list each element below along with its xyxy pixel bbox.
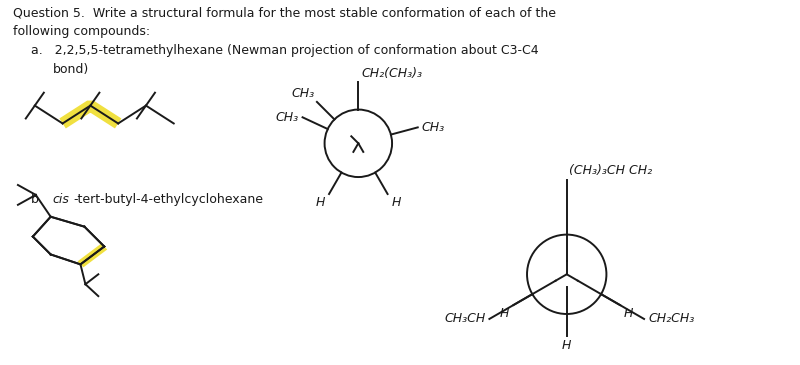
Text: CH₃: CH₃ [292, 87, 315, 100]
Polygon shape [78, 224, 107, 267]
Text: H: H [316, 196, 325, 209]
Text: bond): bond) [53, 63, 89, 76]
Text: (CH₃)₃CH CH₂: (CH₃)₃CH CH₂ [569, 164, 652, 177]
Text: CH₂(CH₃)₃: CH₂(CH₃)₃ [362, 67, 422, 80]
Text: CH₃: CH₃ [422, 121, 445, 134]
Text: following compounds:: following compounds: [13, 25, 150, 38]
Text: CH₃: CH₃ [275, 111, 298, 124]
Text: CH₂CH₃: CH₂CH₃ [648, 312, 694, 326]
Text: H: H [562, 339, 571, 352]
Text: H: H [391, 196, 401, 209]
Polygon shape [59, 101, 122, 128]
Text: b.: b. [31, 193, 50, 206]
Text: cis: cis [53, 193, 70, 206]
Text: Question 5.  Write a structural formula for the most stable conformation of each: Question 5. Write a structural formula f… [13, 6, 556, 19]
Text: H: H [624, 307, 634, 320]
Text: -tert-butyl-4-ethylcyclohexane: -tert-butyl-4-ethylcyclohexane [74, 193, 263, 206]
Text: CH₃CH: CH₃CH [444, 312, 486, 326]
Text: a.   2,2,5,5-tetramethylhexane (Newman projection of conformation about C3-C4: a. 2,2,5,5-tetramethylhexane (Newman pro… [31, 44, 538, 57]
Text: H: H [500, 307, 510, 320]
